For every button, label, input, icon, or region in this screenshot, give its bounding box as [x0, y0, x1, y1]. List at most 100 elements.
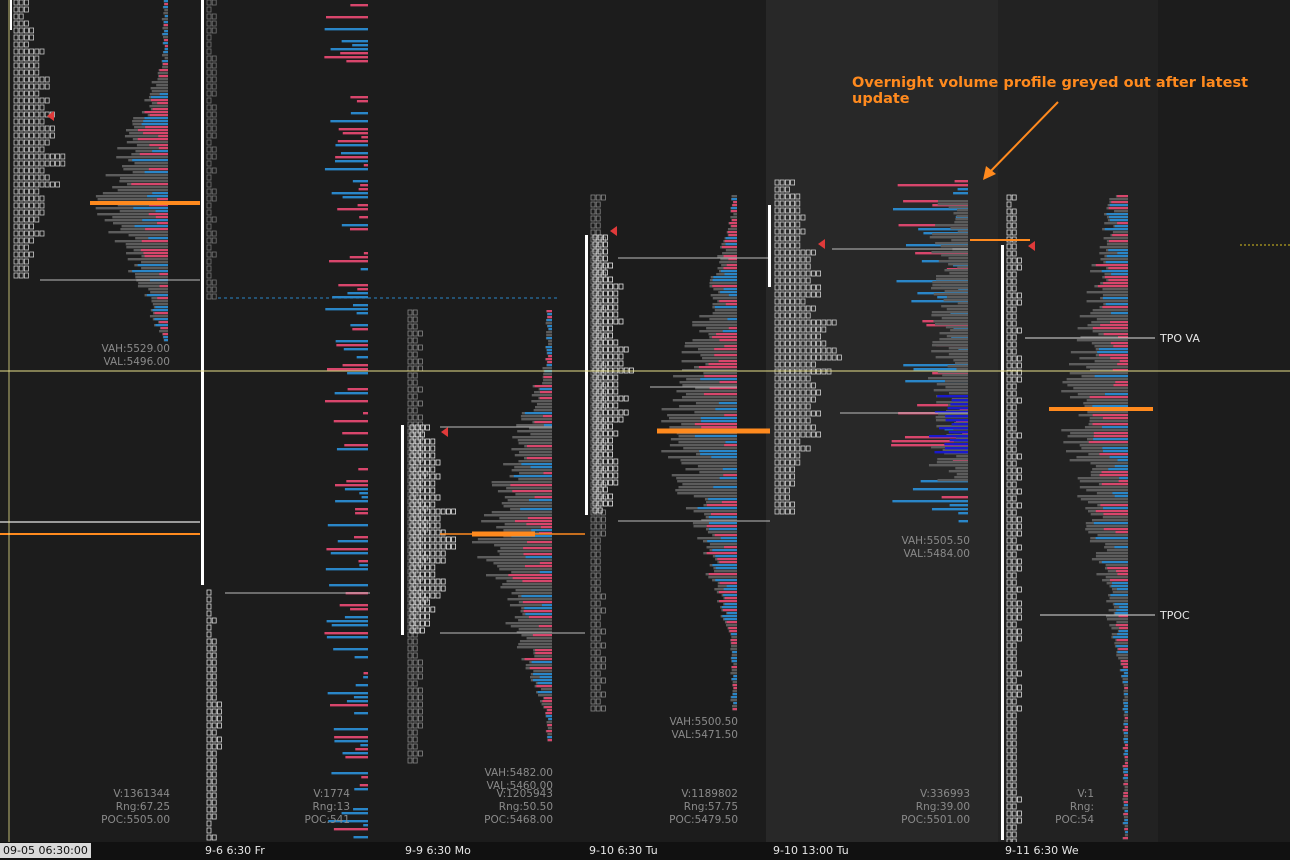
volume-bar	[934, 323, 968, 326]
tpo-box	[785, 508, 790, 515]
volume-bar	[358, 188, 368, 191]
tpo-box	[206, 715, 212, 722]
tpo-box	[805, 431, 811, 438]
delta-bar	[731, 210, 737, 213]
volume-bar	[945, 415, 968, 418]
volume-bar	[1086, 291, 1128, 294]
tpo-box	[805, 347, 811, 354]
tpo-box	[44, 97, 50, 104]
tpo-box	[430, 438, 436, 445]
tpo-box	[774, 487, 780, 494]
delta-bar	[159, 273, 168, 276]
volume-bar	[677, 492, 737, 495]
tpo-box	[590, 208, 596, 215]
delta-bar	[1124, 819, 1128, 822]
delta-bar	[1124, 726, 1128, 729]
tpo-box	[608, 416, 613, 423]
delta-bar	[1123, 783, 1128, 786]
tpo-box	[597, 346, 603, 353]
poc-value: POC:5468.00	[484, 814, 553, 826]
volume-bar	[161, 18, 168, 21]
tpo-box	[613, 465, 619, 472]
tpo-box	[409, 473, 415, 480]
tpo-box	[1006, 761, 1012, 768]
tpo-box	[608, 437, 613, 444]
tpo-box	[1006, 831, 1012, 838]
tpo-box	[407, 309, 413, 316]
tpo-box	[785, 459, 790, 466]
tpo-box	[608, 283, 613, 290]
volume-bar	[693, 510, 737, 513]
tpo-box	[18, 48, 24, 55]
tpo-box	[1011, 502, 1017, 509]
tpo-box	[18, 0, 24, 6]
volume-bar	[151, 81, 168, 84]
tpo-box	[23, 223, 29, 230]
tpo-box	[821, 326, 827, 333]
volume-bar	[543, 379, 552, 382]
tpo-box	[1006, 558, 1012, 565]
tpo-box	[597, 283, 603, 290]
volume-bar	[541, 703, 552, 706]
tpo-box	[1017, 376, 1022, 383]
tpo-box	[774, 354, 780, 361]
tpo-box	[211, 69, 217, 76]
tpo-box	[790, 263, 795, 270]
tpo-box	[412, 645, 418, 652]
delta-bar	[544, 706, 552, 709]
tpo-box	[790, 347, 795, 354]
tpo-box	[206, 153, 212, 160]
tpo-box	[774, 242, 780, 249]
tpo-box	[1006, 565, 1012, 572]
volume-bar	[1124, 786, 1128, 789]
volume-bar	[503, 529, 552, 532]
tpo-box	[608, 395, 613, 402]
tpo-box	[206, 778, 212, 785]
vah-value: VAH:5505.50	[901, 535, 970, 547]
delta-bar	[1107, 567, 1128, 570]
tpo-box	[595, 663, 601, 670]
tpo-box	[774, 235, 780, 242]
tpo-box	[29, 132, 35, 139]
tpo-box	[1006, 222, 1012, 229]
tpo-box	[206, 83, 212, 90]
tpo-box	[435, 592, 441, 599]
tpo-box	[13, 97, 19, 104]
delta-bar	[152, 192, 168, 195]
tpo-box	[590, 677, 596, 684]
tpo-box	[206, 666, 212, 673]
tpo-box	[1017, 488, 1022, 495]
tpo-box	[417, 750, 423, 757]
tpo-box	[597, 465, 603, 472]
tpo-box	[44, 76, 50, 83]
tpo-box	[211, 792, 217, 799]
delta-bar	[546, 715, 552, 718]
tpo-box	[608, 493, 613, 500]
volume-bar	[324, 56, 368, 59]
volume-bar	[137, 285, 168, 288]
volume-bar	[334, 160, 368, 163]
volume-bar	[152, 303, 168, 306]
delta-bar	[159, 69, 168, 72]
tpo-box	[774, 347, 780, 354]
tpo-box	[206, 785, 212, 792]
tpo-box	[592, 507, 598, 514]
tpo-box	[430, 522, 436, 529]
volume-bar	[1123, 714, 1128, 717]
volume-bar	[942, 449, 968, 452]
volume-profiles	[95, 0, 1128, 840]
volume-bar	[344, 616, 368, 619]
tpo-box	[211, 0, 217, 6]
tpo-box	[409, 599, 415, 606]
tpo-box	[595, 607, 601, 614]
tpo-box	[774, 333, 780, 340]
volume-bar	[349, 256, 368, 259]
volume-bar	[356, 100, 368, 103]
volume-bar	[516, 646, 552, 649]
tpo-box	[216, 722, 222, 729]
tpo-box	[1011, 663, 1017, 670]
tpo-box	[595, 565, 601, 572]
tpo-box	[805, 396, 811, 403]
volume-bar	[119, 210, 168, 213]
